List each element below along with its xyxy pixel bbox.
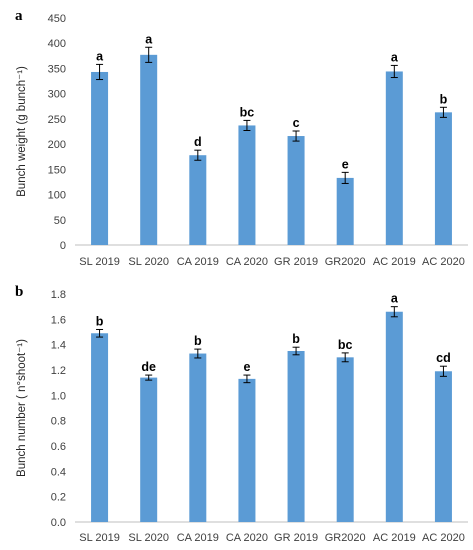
significance-label: bc xyxy=(240,105,255,119)
bar-7 xyxy=(434,371,452,522)
y-tick-label: 1.0 xyxy=(51,390,66,402)
y-tick-label: 350 xyxy=(48,63,66,75)
y-axis-title: Bunch weight (g bunch⁻¹) xyxy=(16,66,28,197)
significance-label: d xyxy=(194,135,202,149)
bar-4 xyxy=(287,351,305,522)
significance-label: c xyxy=(293,116,300,130)
significance-label: a xyxy=(391,292,399,306)
x-tick-label: SL 2019 xyxy=(79,256,120,268)
y-tick-label: 400 xyxy=(48,38,66,50)
y-tick-label: 1.8 xyxy=(51,289,66,301)
y-tick-label: 1.2 xyxy=(51,365,66,377)
bar-1 xyxy=(140,54,158,245)
y-tick-label: 0.6 xyxy=(51,441,66,453)
x-tick-label: AC 2019 xyxy=(373,256,416,268)
x-tick-label: SL 2019 xyxy=(79,532,120,544)
bar-6 xyxy=(385,311,403,522)
y-tick-label: 0.2 xyxy=(51,492,66,504)
y-tick-label: 0.0 xyxy=(51,517,66,529)
y-tick-label: 1.6 xyxy=(51,314,66,326)
significance-label: e xyxy=(243,360,250,374)
bar-0 xyxy=(91,333,109,522)
y-tick-label: 0 xyxy=(60,240,66,252)
bar-6 xyxy=(385,71,403,246)
x-tick-label: AC 2020 xyxy=(422,256,465,268)
bar-5 xyxy=(336,357,354,522)
x-tick-label: SL 2020 xyxy=(128,256,169,268)
significance-label: de xyxy=(141,360,156,374)
y-tick-label: 200 xyxy=(48,139,66,151)
significance-label: b xyxy=(194,334,202,348)
x-tick-label: GR2020 xyxy=(325,256,366,268)
x-tick-label: CA 2020 xyxy=(226,256,268,268)
y-tick-label: 250 xyxy=(48,114,66,126)
significance-label: b xyxy=(440,92,448,106)
x-tick-label: GR2020 xyxy=(325,532,366,544)
significance-label: b xyxy=(96,314,104,328)
y-tick-label: 450 xyxy=(48,13,66,25)
bar-7 xyxy=(434,112,452,245)
bar-3 xyxy=(238,378,256,522)
bar-1 xyxy=(140,377,158,522)
x-tick-label: AC 2019 xyxy=(373,532,416,544)
y-axis-title: Bunch number ( n°shoot⁻¹) xyxy=(16,339,28,477)
x-tick-label: CA 2020 xyxy=(226,532,268,544)
significance-label: a xyxy=(391,50,399,64)
x-tick-label: SL 2020 xyxy=(128,532,169,544)
significance-label: e xyxy=(342,157,349,171)
y-tick-label: 300 xyxy=(48,89,66,101)
significance-label: cd xyxy=(436,351,451,365)
significance-label: a xyxy=(96,49,104,63)
y-tick-label: 150 xyxy=(48,164,66,176)
panel-label-b: b xyxy=(15,284,23,300)
bar-2 xyxy=(189,353,207,522)
panel-label-a: a xyxy=(15,8,23,24)
y-tick-label: 0.4 xyxy=(51,466,66,478)
significance-label: a xyxy=(145,32,153,46)
y-tick-label: 1.4 xyxy=(51,340,66,352)
bar-5 xyxy=(336,177,354,245)
y-tick-label: 50 xyxy=(54,215,66,227)
bar-0 xyxy=(91,71,109,245)
significance-label: b xyxy=(292,332,300,346)
bar-2 xyxy=(189,155,207,245)
bar-4 xyxy=(287,136,305,245)
y-tick-label: 100 xyxy=(48,190,66,202)
x-tick-label: AC 2020 xyxy=(422,532,465,544)
x-tick-label: GR 2019 xyxy=(274,532,318,544)
bar-3 xyxy=(238,125,256,245)
x-tick-label: CA 2019 xyxy=(177,532,219,544)
significance-label: bc xyxy=(338,338,353,352)
x-tick-label: CA 2019 xyxy=(177,256,219,268)
x-tick-label: GR 2019 xyxy=(274,256,318,268)
y-tick-label: 0.8 xyxy=(51,416,66,428)
